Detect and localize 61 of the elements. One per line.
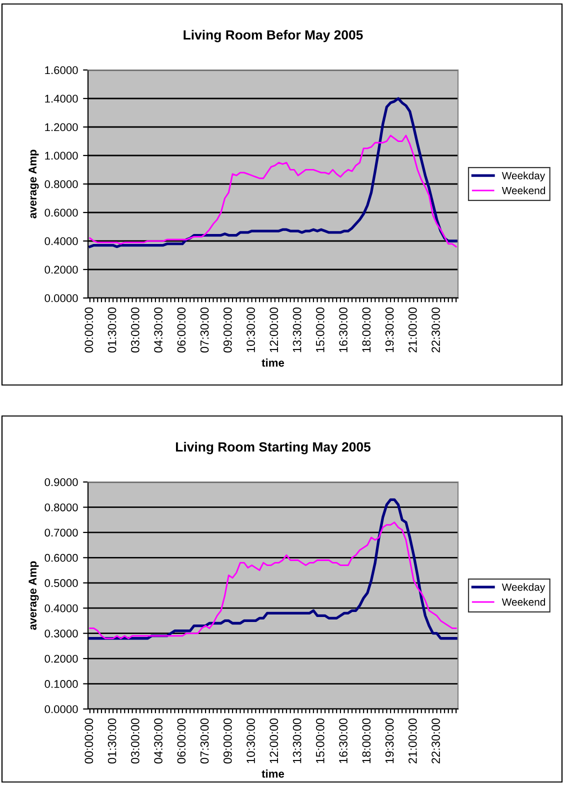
x-tick-label: 01:30:00	[108, 718, 116, 764]
y-tick-label: 0.4000	[44, 604, 78, 612]
x-tick-label: 21:00:00	[408, 718, 417, 764]
y-tick-label: 1.0000	[45, 152, 78, 160]
x-tick-label: 10:30:00	[246, 307, 255, 352]
x-tick-label: 00:00:00	[84, 307, 94, 353]
x-tick-label: 19:30:00	[385, 307, 394, 352]
chart-title: Living Room Starting May 2005	[176, 442, 371, 454]
y-tick-label: 0.3000	[44, 630, 78, 638]
legend-label: Weekend	[502, 186, 546, 194]
legend-label: Weekday	[502, 583, 546, 593]
x-tick-label: 15:00:00	[316, 718, 324, 764]
legend-label: Weekday	[502, 172, 546, 182]
x-tick-label: 04:30:00	[154, 307, 162, 353]
y-tick-label: 0.8000	[44, 503, 78, 512]
x-tick-label: 06:00:00	[177, 307, 186, 353]
x-tick-label: 12:00:00	[270, 307, 278, 352]
x-tick-label: 00:00:00	[84, 718, 94, 764]
y-tick-label: 0.6000	[44, 554, 78, 562]
y-tick-label: 0.1000	[44, 680, 78, 688]
x-tick-label: 06:00:00	[177, 718, 186, 764]
x-tick-label: 07:30:00	[200, 718, 209, 764]
x-tick-label: 18:00:00	[362, 307, 371, 352]
x-tick-label: 03:00:00	[130, 307, 140, 353]
x-tick-label: 19:30:00	[385, 718, 394, 764]
y-tick-label: 0.5000	[44, 579, 78, 588]
x-tick-label: 09:00:00	[223, 307, 232, 353]
x-tick-label: 16:30:00	[339, 307, 348, 352]
x-tick-label: 22:30:00	[432, 718, 440, 764]
x-tick-label: 09:00:00	[223, 718, 232, 764]
y-tick-label: 0.7000	[44, 528, 78, 537]
x-tick-label: 21:00:00	[408, 307, 417, 352]
y-axis-title: average Amp	[28, 561, 39, 630]
y-tick-label: 1.2000	[45, 123, 78, 132]
x-tick-label: 03:00:00	[130, 718, 140, 764]
x-tick-label: 12:00:00	[270, 718, 278, 764]
x-tick-label: 22:30:00	[432, 307, 440, 352]
x-tick-label: 01:30:00	[108, 307, 116, 353]
y-tick-label: 1.6000	[45, 66, 78, 74]
x-tick-label: 15:00:00	[316, 307, 324, 352]
x-axis-title: time	[262, 358, 284, 367]
x-tick-label: 16:30:00	[339, 718, 348, 764]
x-tick-label: 10:30:00	[246, 718, 255, 764]
y-tick-label: 0.2000	[44, 266, 78, 274]
y-tick-label: 0.0000	[44, 705, 78, 714]
y-tick-label: 1.4000	[45, 94, 78, 103]
x-tick-label: 07:30:00	[200, 307, 209, 353]
y-tick-label: 0.2000	[44, 654, 78, 663]
x-tick-label: 18:00:00	[362, 718, 371, 764]
y-tick-label: 0.0000	[44, 294, 78, 302]
y-axis-title: average Amp	[28, 150, 39, 218]
chart-title: Living Room Befor May 2005	[184, 30, 363, 42]
y-tick-label: 0.8000	[44, 180, 78, 188]
legend-label: Weekend	[502, 598, 546, 606]
y-tick-label: 0.4000	[44, 237, 78, 246]
x-tick-label: 13:30:00	[292, 718, 302, 764]
x-tick-label: 13:30:00	[292, 307, 302, 352]
y-tick-label: 0.6000	[44, 208, 78, 217]
y-tick-label: 0.9000	[44, 478, 78, 486]
x-tick-label: 04:30:00	[154, 718, 162, 764]
x-axis-title: time	[262, 770, 284, 778]
